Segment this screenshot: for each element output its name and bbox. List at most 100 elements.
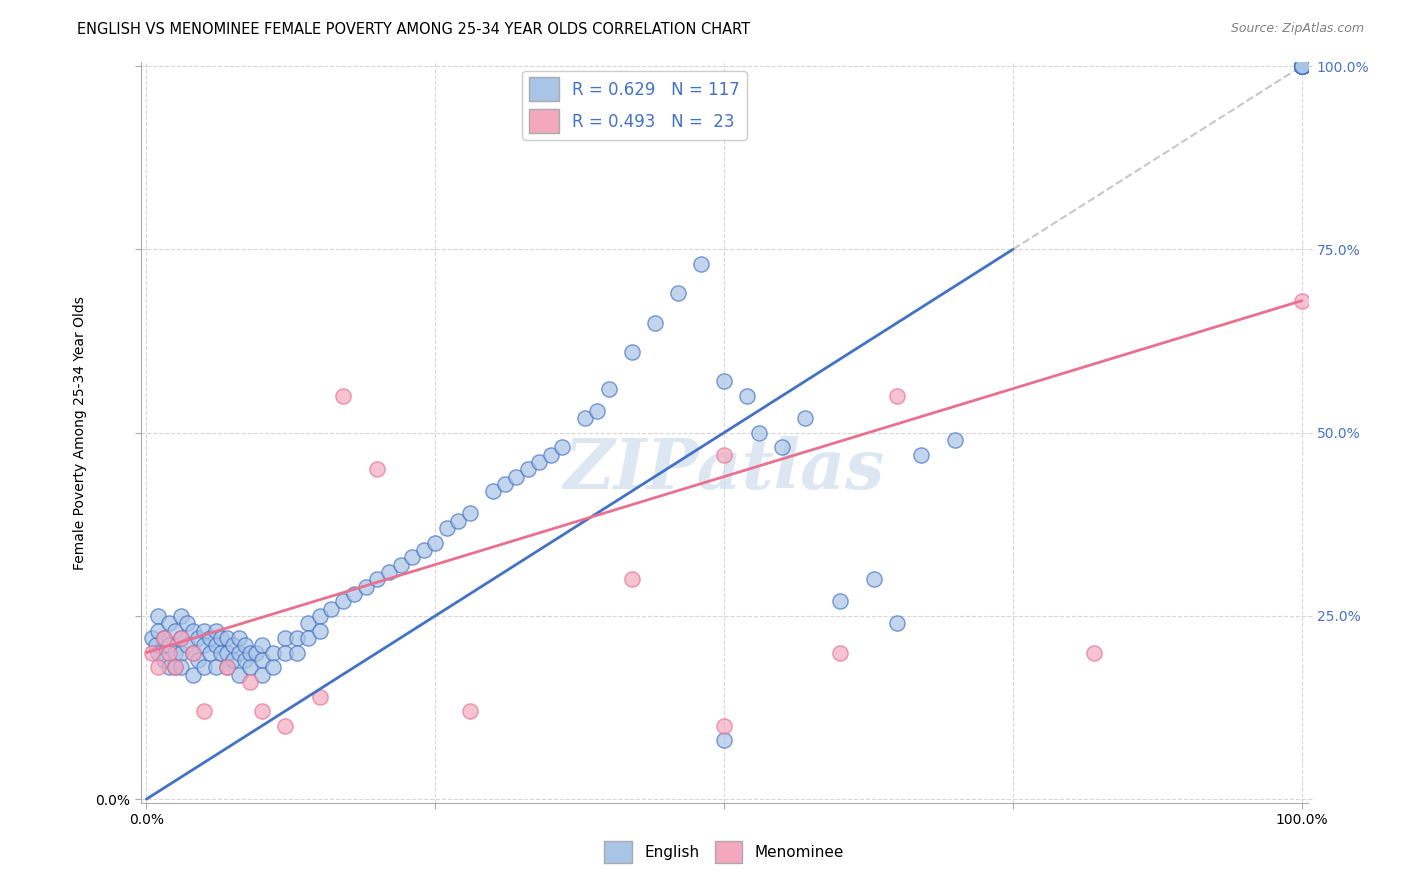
Point (1291, 59, 1313, 73)
Point (193, 624, 215, 638)
Point (285, 646, 308, 660)
Point (1083, 646, 1105, 660)
Point (586, 403, 609, 417)
Point (690, 257, 713, 271)
Point (165, 660, 187, 674)
Point (250, 638, 273, 652)
Point (1291, 59, 1313, 73)
Point (274, 646, 297, 660)
Point (1291, 59, 1313, 73)
Point (141, 631, 163, 645)
Point (239, 660, 262, 674)
Point (378, 565, 401, 579)
Point (159, 638, 181, 652)
Point (943, 433, 966, 447)
Point (713, 733, 735, 747)
Point (233, 653, 256, 667)
Point (748, 425, 770, 440)
Point (436, 521, 458, 535)
Point (770, 440, 793, 454)
Point (910, 448, 932, 462)
Point (239, 674, 262, 689)
Point (187, 653, 209, 667)
Text: ENGLISH VS MENOMINEE FEMALE POVERTY AMONG 25-34 YEAR OLDS CORRELATION CHART: ENGLISH VS MENOMINEE FEMALE POVERTY AMON… (77, 22, 751, 37)
Point (505, 469, 527, 483)
Point (366, 572, 388, 586)
Point (713, 719, 735, 733)
Point (713, 374, 735, 388)
Point (1291, 59, 1313, 73)
Point (250, 667, 273, 681)
Point (551, 440, 574, 454)
Point (516, 462, 538, 476)
Point (1291, 59, 1313, 73)
Point (494, 477, 516, 491)
Point (458, 506, 481, 520)
Point (1291, 59, 1313, 73)
Point (170, 660, 193, 674)
Point (211, 646, 233, 660)
Point (332, 594, 354, 608)
Point (181, 646, 204, 660)
Point (181, 667, 204, 681)
Point (644, 316, 666, 330)
Point (332, 389, 354, 403)
Point (343, 587, 366, 601)
Point (217, 631, 239, 645)
Point (529, 455, 551, 469)
Point (165, 660, 187, 674)
Point (204, 638, 226, 652)
Point (193, 638, 215, 652)
Point (274, 719, 297, 733)
Point (308, 608, 330, 623)
Legend: English, Menominee: English, Menominee (599, 835, 849, 869)
Point (1291, 59, 1313, 73)
Point (828, 646, 851, 660)
Point (401, 550, 423, 565)
Point (458, 704, 481, 718)
Point (735, 389, 758, 403)
Point (152, 631, 174, 645)
Text: Source: ZipAtlas.com: Source: ZipAtlas.com (1230, 22, 1364, 36)
Point (159, 646, 181, 660)
Point (1291, 59, 1313, 73)
Point (297, 616, 319, 631)
Point (170, 631, 193, 645)
Point (170, 646, 193, 660)
Point (145, 638, 167, 652)
Point (152, 653, 174, 667)
Point (165, 624, 187, 638)
Point (274, 631, 297, 645)
Point (170, 608, 193, 623)
Point (204, 660, 226, 674)
Point (447, 514, 470, 528)
Point (187, 631, 209, 645)
Point (666, 286, 689, 301)
Point (886, 616, 908, 631)
Point (152, 631, 174, 645)
Point (165, 646, 187, 660)
Point (1291, 59, 1313, 73)
Point (620, 345, 643, 359)
Point (176, 638, 198, 652)
Point (141, 646, 163, 660)
Point (193, 704, 215, 718)
Point (297, 631, 319, 645)
Point (263, 646, 285, 660)
Point (863, 572, 886, 586)
Point (482, 484, 505, 499)
Point (146, 624, 169, 638)
Point (193, 660, 215, 674)
Point (574, 411, 596, 425)
Point (233, 638, 256, 652)
Point (425, 535, 447, 549)
Point (222, 638, 245, 652)
Point (412, 542, 434, 557)
Point (170, 631, 193, 645)
Point (228, 631, 250, 645)
Point (181, 624, 204, 638)
Point (366, 462, 388, 476)
Point (1291, 59, 1313, 73)
Point (245, 646, 267, 660)
Text: ZIPatlas: ZIPatlas (564, 436, 884, 503)
